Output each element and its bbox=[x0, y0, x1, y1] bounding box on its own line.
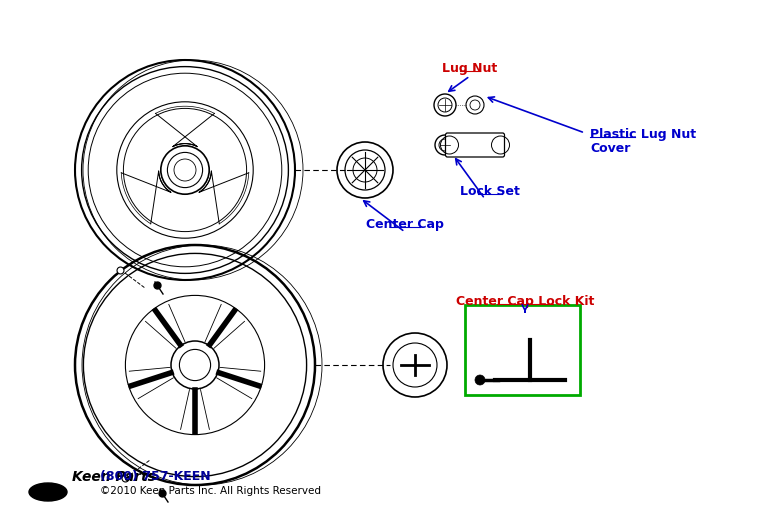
Text: Lug Nut: Lug Nut bbox=[443, 62, 497, 75]
Text: Plastic Lug Nut: Plastic Lug Nut bbox=[590, 128, 696, 141]
Bar bbox=[465, 305, 580, 395]
Text: Cover: Cover bbox=[590, 142, 631, 155]
Text: Center Cap Lock Kit: Center Cap Lock Kit bbox=[456, 295, 594, 308]
Text: Center Cap: Center Cap bbox=[366, 218, 444, 231]
Text: ©2010 Keen Parts Inc. All Rights Reserved: ©2010 Keen Parts Inc. All Rights Reserve… bbox=[100, 486, 321, 496]
Ellipse shape bbox=[29, 483, 67, 501]
Text: Keen Parts: Keen Parts bbox=[72, 470, 156, 484]
FancyBboxPatch shape bbox=[446, 133, 504, 157]
Circle shape bbox=[475, 375, 485, 385]
Text: Lock Set: Lock Set bbox=[460, 185, 520, 198]
Text: (800) 757-KEEN: (800) 757-KEEN bbox=[100, 470, 211, 483]
